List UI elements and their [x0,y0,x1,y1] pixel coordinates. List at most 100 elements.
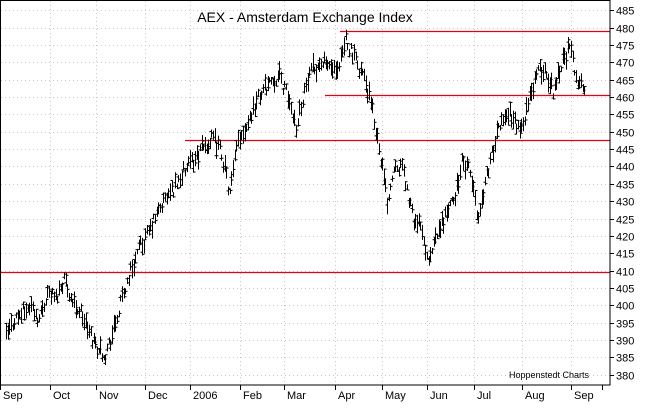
price-bar [372,118,377,130]
price-bar [287,94,292,111]
price-bar [128,261,133,271]
x-tick-label: Jul [477,390,491,402]
y-tick-label: 455 [616,110,634,122]
x-tick-label: Mar [287,390,306,402]
price-bar [105,343,110,352]
x-tick-label: Feb [243,390,262,402]
price-bar [534,69,539,80]
price-bar [256,88,261,98]
price-bar [218,139,223,150]
price-bar [219,154,224,161]
price-bar [483,176,488,186]
price-bar [340,45,345,58]
price-bar [249,112,254,124]
price-bar [456,175,461,194]
y-tick-label: 390 [616,336,634,348]
price-bar [269,76,274,85]
price-bar [223,154,228,172]
price-bar [127,274,132,286]
price-bar [231,160,236,178]
price-bar [233,149,238,162]
price-bar [466,161,471,169]
price-bar [171,192,176,198]
price-bar [55,295,60,304]
price-bar [350,52,355,65]
price-bar [422,236,427,246]
price-bar [572,70,577,76]
y-tick-label: 385 [616,353,634,365]
price-bar [44,298,49,306]
price-bar [481,189,486,205]
x-tick-label: Sep [574,390,594,402]
price-bar [443,206,448,217]
price-bar [57,280,62,296]
price-bar [304,77,309,93]
price-bar [65,284,70,298]
price-bar [173,172,178,189]
price-bar [64,272,69,287]
price-bar [465,156,470,171]
price-bar [473,189,478,206]
price-bar [441,217,446,234]
price-bar [178,173,183,189]
price-bar [161,192,166,203]
price-bar [289,101,294,115]
x-tick-label: Sep [3,390,23,402]
price-bar [35,317,40,328]
price-bar [191,159,196,173]
price-bar [29,296,34,313]
plot-frame [0,0,611,386]
price-bar [72,291,77,308]
price-bar [193,151,198,167]
x-tick-label: Nov [99,390,119,402]
price-bar [415,214,420,234]
price-bar [12,318,17,330]
price-bar [564,51,569,70]
price-bar [569,40,574,58]
price-bar [246,115,251,131]
y-tick-label: 380 [616,371,634,383]
price-bar [526,97,531,112]
price-bar [403,181,408,192]
price-bar [410,203,415,214]
price-bar [14,312,19,319]
price-bar [506,107,511,126]
x-tick-label: 2006 [193,390,217,402]
grid [1,1,610,385]
price-bar [22,306,27,321]
price-bar [236,129,241,147]
price-bar [281,87,286,95]
price-bar [253,103,258,118]
y-tick-label: 450 [616,128,634,140]
price-bar [498,124,503,131]
price-bar [282,80,287,87]
price-bar [214,141,219,159]
price-bar [21,301,26,310]
price-bar [349,42,354,49]
price-bar [297,99,302,116]
price-bar [385,198,390,215]
price-bar [425,251,430,260]
y-tick-label: 410 [616,267,634,279]
price-bar [355,60,360,70]
price-bar [284,83,289,90]
x-tick-label: Oct [53,390,70,402]
price-bar [359,61,364,76]
price-bar [329,59,334,76]
price-bar [438,221,443,239]
price-bar [513,111,518,124]
price-bar [279,71,284,84]
price-bar [150,220,155,239]
price-bar [342,37,347,56]
price-bar [365,88,370,104]
price-bar [400,158,405,171]
price-bar [367,81,372,101]
price-bar [31,301,36,311]
chart-credit: Hoppenstedt Charts [509,370,590,380]
price-bar [523,116,528,126]
price-bar [383,178,388,193]
price-bar [299,101,304,117]
price-bar [117,310,122,318]
